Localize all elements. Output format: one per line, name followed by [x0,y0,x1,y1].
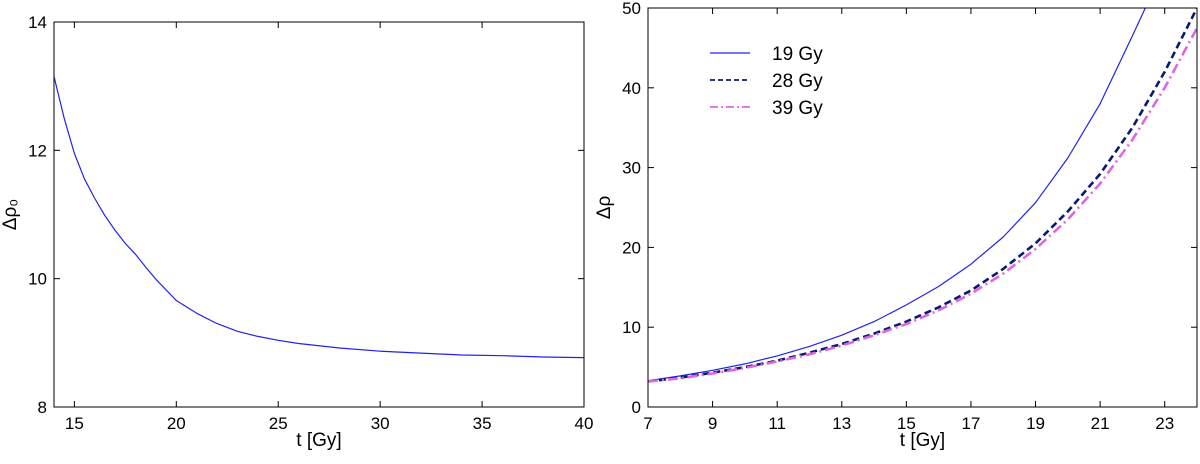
legend-label: 39 Gy [772,98,823,119]
legend-label: 19 Gy [772,44,823,65]
x-tick-label: 40 [575,414,594,433]
x-tick-label: 21 [1091,414,1110,433]
x-tick-label: 17 [961,414,980,433]
x-tick-label: 7 [643,414,652,433]
y-tick-label: 20 [622,238,641,257]
series-line-19-gy [648,8,1146,382]
x-axis-label: t [Gy] [900,430,945,451]
x-tick-label: 13 [832,414,851,433]
y-axis-label: Δρ [594,196,615,220]
legend-label: 28 Gy [772,71,823,92]
x-tick-label: 15 [897,414,916,433]
series-group [54,76,584,359]
x-tick-label: 19 [1026,414,1045,433]
y-tick-label: 8 [38,398,47,417]
x-tick-label: 20 [167,414,186,433]
y-tick-label: 30 [622,159,641,178]
y-tick-label: 0 [632,398,641,417]
y-tick-label: 10 [28,270,47,289]
x-tick-label: 35 [473,414,492,433]
plot-frame [53,21,585,408]
legend: 19 Gy 28 Gy 39 Gy [710,44,823,119]
y-tick-label: 40 [622,79,641,98]
series-group [648,8,1197,383]
y-axis-label: Δρ₀ [0,199,21,230]
x-tick-label: 30 [371,414,390,433]
plot-frame [647,7,1198,408]
series-line-39-gy [648,27,1197,383]
series-line-1 [54,76,584,359]
y-tick-label: 50 [622,0,641,18]
x-tick-label: 11 [768,414,786,433]
y-tick-label: 10 [622,318,641,337]
y-tick-label: 12 [28,141,47,160]
y-tick-label: 14 [28,13,47,32]
chart-panel-1: 15 20 25 30 35 40 8 10 12 14 t [Gy] Δρ₀ [0,13,593,451]
x-tick-label: 25 [269,414,288,433]
x-axis-label: t [Gy] [296,430,341,451]
chart-panel-2: 7 9 11 13 15 17 19 21 23 0 10 20 30 40 50 t [Gy] Δρ 19 Gy… [594,0,1198,451]
x-tick-label: 23 [1155,414,1174,433]
x-tick-label: 9 [708,414,717,433]
x-tick-label: 15 [65,414,84,433]
series-line-28-gy [648,8,1197,383]
